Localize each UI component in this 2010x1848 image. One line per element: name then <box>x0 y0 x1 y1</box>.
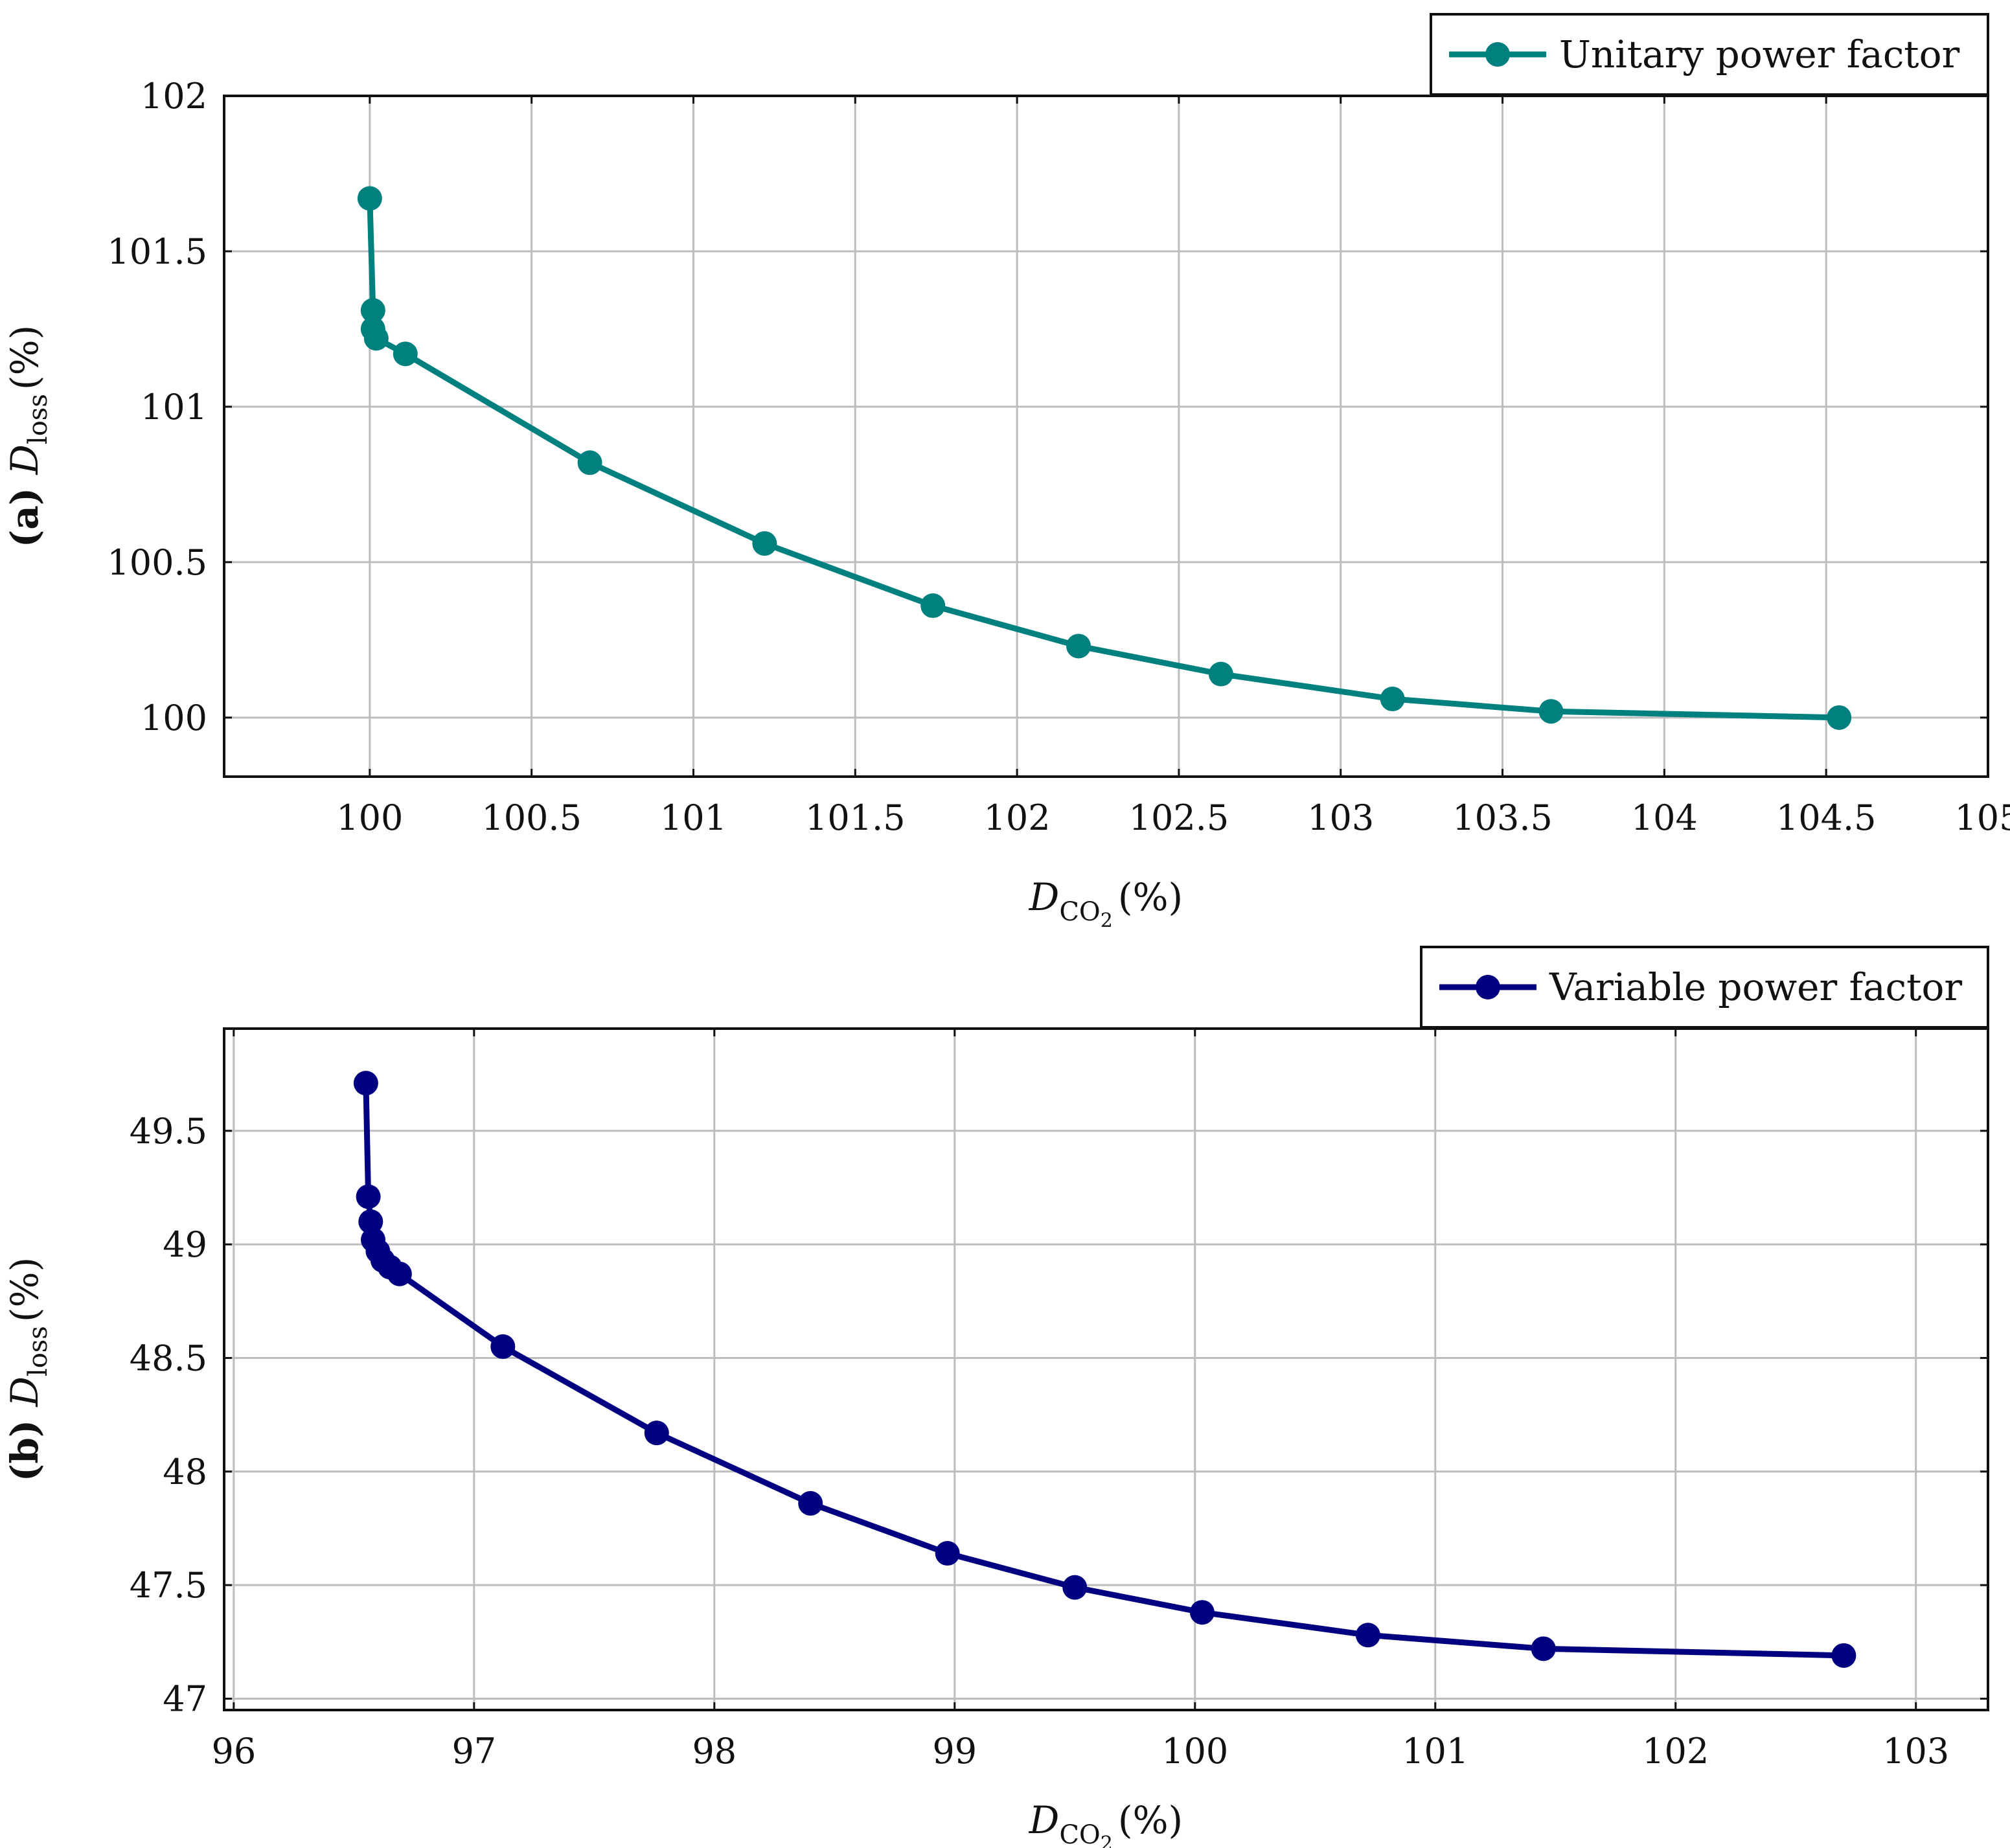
panel-b-y-axis-label: (b) Dloss(%) <box>3 1257 53 1481</box>
panel-a-x-tick-label: 103.5 <box>1452 797 1553 838</box>
panel-b-y-tick-label: 48.5 <box>130 1338 207 1378</box>
panel-a-chart: 100 100.5 101 101.5 102 102.5 103 103.5 104 104.5… <box>3 13 2010 932</box>
panel-b-data-point <box>490 1334 516 1359</box>
panel-a-data-point <box>752 531 777 556</box>
panel-b-data-point <box>1062 1575 1088 1600</box>
panel-a-x-tick-label: 102 <box>984 797 1051 838</box>
panel-a-legend-label: Unitary power factor <box>1559 32 1960 76</box>
panel-b-y-tick-label: 49 <box>163 1224 207 1265</box>
panel-b-x-tick-label: 103 <box>1882 1731 1949 1772</box>
panel-b-series-line <box>363 1080 1847 1659</box>
panel-a-x-axis-label: DCO2(%) <box>1029 875 1183 932</box>
panel-b-data-point <box>353 1071 378 1096</box>
panel-b-x-tick-label: 96 <box>211 1731 256 1772</box>
panel-a-y-tick-label: 101.5 <box>107 231 207 272</box>
panel-a-data-point <box>920 593 946 619</box>
panel-a-data-point <box>357 186 382 211</box>
panel-a-data-point <box>1538 699 1564 724</box>
panel-a-data-point <box>393 341 418 367</box>
panel-b-chart: 96 97 98 99 100 101 102 103 47 47.5 48 48.5 49 49.5 DC… <box>3 946 1989 1848</box>
panel-b-x-axis-label: DCO2(%) <box>1029 1798 1183 1848</box>
panel-a-data-point <box>1066 633 1091 659</box>
panel-a-legend-marker <box>1485 42 1510 67</box>
panel-a-x-tick-label: 100 <box>336 797 403 838</box>
panel-a-y-tick-label: 101 <box>141 387 207 428</box>
panel-b-y-tick-label: 49.5 <box>130 1111 207 1152</box>
panel-b-y-tick-label: 47.5 <box>130 1565 207 1606</box>
panel-b-x-tick-label: 100 <box>1161 1731 1228 1772</box>
panel-b-data-point <box>1189 1600 1215 1625</box>
panel-b-x-tick-label: 97 <box>451 1731 496 1772</box>
panel-a-y-axis-label: (a) Dloss(%) <box>3 325 53 548</box>
panel-a-data-point <box>1208 661 1233 687</box>
panel-a-x-tick-label: 101.5 <box>805 797 906 838</box>
panel-b-x-tick-label: 99 <box>932 1731 977 1772</box>
panel-a-y-tick-label: 102 <box>141 76 207 117</box>
panel-a-x-tick-label: 104 <box>1631 797 1698 838</box>
panel-b-data-point <box>387 1261 412 1286</box>
panel-b-y-tick-label: 48 <box>163 1452 207 1492</box>
panel-b-legend-box <box>1420 946 1989 1029</box>
panel-a-x-tick-label: 102.5 <box>1129 797 1229 838</box>
panel-a-data-point <box>1380 687 1405 712</box>
panel-a-plot-frame <box>223 95 1989 778</box>
panel-b-data-point <box>1531 1636 1556 1661</box>
panel-a-data-point <box>577 450 602 475</box>
panel-b-x-tick-label: 101 <box>1402 1731 1468 1772</box>
panel-a-x-tick-label: 100.5 <box>481 797 582 838</box>
panel-a-data-point <box>1827 705 1852 730</box>
panel-b-data-point <box>358 1209 383 1235</box>
panel-a-x-tick-label: 101 <box>660 797 727 838</box>
panel-b-legend-marker <box>1476 975 1500 999</box>
panel-a-x-tick-label: 105 <box>1954 797 2010 838</box>
panel-b-y-tick-label: 47 <box>163 1678 207 1719</box>
panel-b-x-tick-label: 102 <box>1642 1731 1709 1772</box>
panel-a-data-point <box>363 326 389 351</box>
panel-b-legend-label: Variable power factor <box>1549 965 1962 1009</box>
panel-a-y-tick-label: 100.5 <box>107 542 207 583</box>
panel-b-data-point <box>1831 1643 1856 1668</box>
panel-a-x-tick-label: 103 <box>1307 797 1374 838</box>
panel-b-x-tick-label: 98 <box>692 1731 737 1772</box>
panel-a-data-point <box>360 298 385 323</box>
panel-b-data-point <box>644 1420 669 1446</box>
panel-b-data-point <box>935 1541 960 1566</box>
panel-b-data-point <box>1355 1623 1380 1648</box>
panel-b-plot-frame <box>223 1027 1989 1711</box>
panel-a-x-tick-label: 104.5 <box>1776 797 1877 838</box>
panel-b-data-point <box>798 1490 823 1516</box>
panel-b-data-point <box>356 1184 381 1209</box>
panel-a-y-tick-label: 100 <box>141 698 207 738</box>
